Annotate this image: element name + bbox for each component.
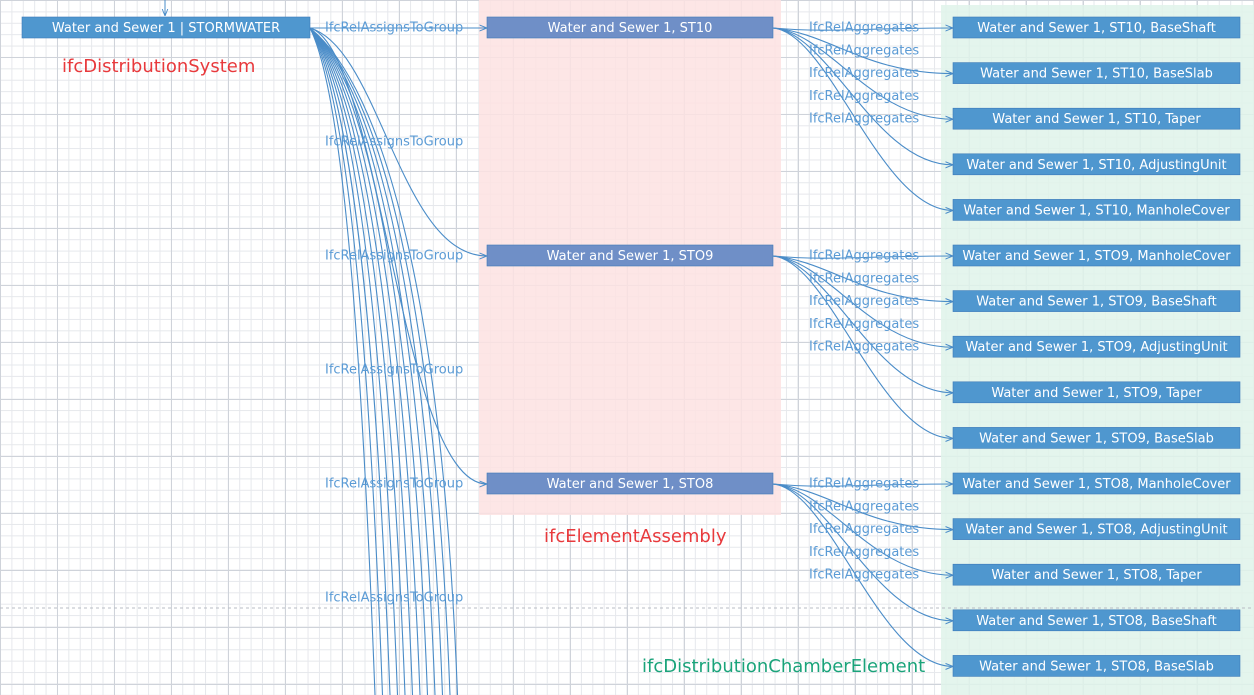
- group-edge: [309, 27, 444, 695]
- assembly-label: Water and Sewer 1, ST10: [548, 21, 713, 36]
- group-edge: [309, 27, 399, 695]
- edge-label: IfcRelAggregates: [809, 21, 919, 36]
- edge-label: IfcRelAggregates: [809, 568, 919, 583]
- group-edge: [309, 27, 421, 695]
- element-box: [952, 518, 1241, 540]
- element-box: [952, 563, 1241, 586]
- group-edge: [309, 27, 384, 695]
- element-label: Water and Sewer 1, STO8, AdjustingUnit: [965, 523, 1227, 538]
- edge-label: IfcRelAggregates: [809, 89, 919, 104]
- element-label: Water and Sewer 1, ST10, BaseSlab: [980, 67, 1213, 82]
- assembly-box: [486, 16, 774, 39]
- element-box: [952, 290, 1241, 312]
- element-box: [952, 427, 1241, 449]
- nodes: Water and Sewer 1 | STORMWATER IfcRelAssi…: [21, 16, 1241, 677]
- edge-label: IfcRelAssignsToGroup: [325, 591, 463, 606]
- aggregate-edge: [772, 484, 953, 486]
- edge-label: IfcRelAggregates: [809, 294, 919, 309]
- element-box: [952, 153, 1241, 176]
- edge-label: IfcRelAggregates: [809, 522, 919, 537]
- edge-label: IfcRelAggregates: [809, 317, 919, 332]
- edge-label: IfcRelAggregates: [809, 66, 919, 81]
- element-label: Water and Sewer 1, STO9, Taper: [991, 386, 1202, 401]
- aggregate-edge: [772, 255, 953, 347]
- edge-label: IfcRelAggregates: [809, 545, 919, 560]
- element-label: Water and Sewer 1, STO8, BaseSlab: [979, 659, 1214, 674]
- edge-label: IfcRelAssignsToGroup: [325, 249, 463, 264]
- edge-label: IfcRelAggregates: [809, 43, 919, 58]
- edge-label: IfcRelAssignsToGroup: [325, 477, 463, 492]
- group-edge: [309, 27, 436, 695]
- group-edge: [309, 27, 487, 484]
- group-edge: [309, 27, 487, 256]
- edge-label: IfcRelAggregates: [809, 340, 919, 355]
- aggregate-edge: [772, 483, 953, 621]
- class-label: ifcDistributionChamberElement: [642, 656, 925, 677]
- aggregate-edge: [772, 255, 953, 438]
- aggregate-edge: [772, 483, 953, 530]
- element-label: Water and Sewer 1, ST10, ManholeCover: [963, 203, 1230, 218]
- assembly-box: [486, 244, 774, 267]
- aggregate-edge: [772, 255, 953, 302]
- element-box: [952, 199, 1241, 221]
- group-edge: [309, 27, 406, 695]
- system-box: [21, 16, 311, 39]
- edge-label: IfcRelAssignsToGroup: [325, 363, 463, 378]
- aggregate-edge: [772, 483, 953, 575]
- edge-label: IfcRelAggregates: [809, 499, 919, 514]
- assembly-label: Water and Sewer 1, STO9: [547, 249, 714, 264]
- group-edge: [309, 27, 391, 695]
- element-box: [952, 381, 1241, 404]
- element-label: Water and Sewer 1, STO8, BaseShaft: [976, 614, 1217, 629]
- element-label: Water and Sewer 1, STO8, ManholeCover: [962, 477, 1231, 492]
- edge-label: IfcRelAggregates: [809, 249, 919, 264]
- element-box: [952, 472, 1241, 495]
- aggregate-edge: [772, 27, 953, 74]
- element-label: Water and Sewer 1, STO8, Taper: [991, 568, 1202, 583]
- element-box: [952, 107, 1241, 130]
- aggregate-edge: [772, 255, 953, 393]
- aggregate-edge: [772, 27, 953, 210]
- group-edge: [309, 27, 376, 695]
- element-box: [952, 244, 1241, 267]
- aggregate-edge: [772, 28, 953, 30]
- element-label: Water and Sewer 1, ST10, Taper: [992, 112, 1201, 127]
- edge-label: IfcRelAggregates: [809, 271, 919, 286]
- edge-label: IfcRelAggregates: [809, 112, 919, 127]
- edges: [309, 27, 953, 695]
- class-label: ifcDistributionSystem: [62, 56, 255, 77]
- element-label: Water and Sewer 1, ST10, BaseShaft: [977, 21, 1216, 36]
- aggregate-edge: [772, 27, 953, 119]
- element-label: Water and Sewer 1, STO9, AdjustingUnit: [965, 340, 1227, 355]
- element-box: [952, 335, 1241, 358]
- class-label: ifcElementAssembly: [544, 526, 727, 547]
- aggregate-edge: [772, 483, 953, 666]
- element-label: Water and Sewer 1, STO9, BaseSlab: [979, 431, 1214, 446]
- element-box: [952, 609, 1241, 632]
- edge-label: IfcRelAggregates: [809, 477, 919, 492]
- assembly-label: Water and Sewer 1, STO8: [547, 477, 714, 492]
- group-edge: [309, 27, 429, 695]
- element-box: [952, 655, 1241, 677]
- element-label: Water and Sewer 1, ST10, AdjustingUnit: [966, 158, 1226, 173]
- element-label: Water and Sewer 1, STO9, BaseShaft: [976, 295, 1217, 310]
- element-box: [952, 62, 1241, 84]
- assembly-box: [486, 472, 774, 495]
- aggregate-edge: [772, 256, 953, 258]
- aggregate-edge: [772, 27, 953, 165]
- element-box: [952, 16, 1241, 39]
- edge-label: IfcRelAssignsToGroup: [325, 21, 463, 36]
- edge-label: IfcRelAssignsToGroup: [325, 135, 463, 150]
- system-label: Water and Sewer 1 | STORMWATER: [52, 21, 280, 36]
- group-edge: [309, 27, 414, 695]
- group-edge: [309, 27, 459, 695]
- element-label: Water and Sewer 1, STO9, ManholeCover: [962, 249, 1231, 264]
